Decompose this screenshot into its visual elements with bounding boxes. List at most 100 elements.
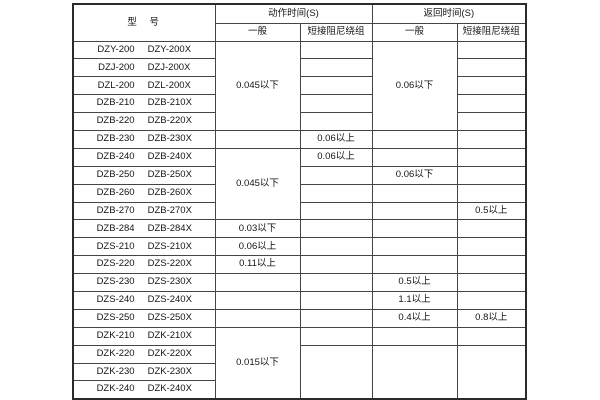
action-damped-cell (299, 308, 373, 328)
return-damped-cell (456, 165, 527, 185)
table-row: DZS-220 DZS-220X 0.11以上 (72, 255, 527, 275)
model-number-x: DZB-284X (147, 222, 192, 234)
table-body: DZY-200 DZY-200X 0.045以下 0.06以下 DZJ-200 DZJ-2… (72, 40, 527, 400)
model-cell: DZJ-200 DZJ-200X (72, 58, 216, 78)
table-row: DZY-200 DZY-200X 0.045以下 0.06以下 (72, 40, 527, 131)
action-general-cell (214, 290, 301, 310)
action-general-cell: 0.06以上 (214, 237, 301, 257)
model-number-x: DZB-230X (147, 133, 192, 145)
model-number-x: DZB-220X (147, 115, 192, 127)
model-number-x: DZB-210X (147, 97, 192, 109)
subheader-action-general: 一般 (214, 22, 301, 42)
model-number: DZK-210 (96, 329, 135, 341)
model-cell: DZK-220 DZK-220X (72, 344, 216, 364)
action-damped-cell (299, 237, 373, 257)
action-general-cell (214, 308, 301, 328)
model-number-x: DZL-200X (147, 79, 191, 91)
table-row: DZB-220 DZB-220X (72, 112, 527, 131)
model-number-x: DZB-260X (147, 186, 192, 198)
model-cell: DZS-250 DZS-250X (72, 308, 216, 328)
return-general-cell (371, 147, 458, 167)
model-number: DZS-240 (96, 294, 135, 306)
model-number-x: DZY-200X (147, 43, 192, 55)
action-general-cell: 0.03以下 (214, 219, 301, 239)
model-number-x: DZS-210X (147, 240, 192, 252)
header-action-time: 动作时间(S) (214, 3, 373, 24)
table-row: DZK-220 DZK-220X (72, 344, 527, 400)
subheader-return-short-damping: 短接阻尼绕组 (456, 22, 527, 42)
model-number-x: DZK-220X (147, 347, 192, 359)
model-number: DZB-260 (96, 186, 135, 198)
return-damped-cell: 0.5以上 (456, 201, 527, 221)
return-damped-cell (456, 326, 527, 346)
action-damped-cell: 0.06以上 (299, 129, 373, 149)
table-row: DZB-270 DZB-270X 0.5以上 (72, 201, 527, 221)
return-damped-cell (456, 147, 527, 167)
subheader-return-general: 一般 (371, 22, 458, 42)
model-number-x: DZS-250X (147, 312, 192, 324)
model-cell: DZB-220 DZB-220X (72, 112, 216, 131)
model-number: DZS-210 (96, 240, 135, 252)
action-damped-cell (299, 40, 373, 60)
model-cell: DZK-240 DZK-240X (72, 380, 216, 400)
return-damped-cell (456, 58, 527, 78)
return-general-cell: 1.1以上 (371, 290, 458, 310)
model-cell: DZK-210 DZK-210X (72, 326, 216, 346)
return-general-cell (371, 326, 458, 346)
return-general-cell (371, 255, 458, 275)
return-damped-cell (456, 183, 527, 203)
return-general-cell (371, 201, 458, 221)
return-damped-cell (456, 273, 527, 292)
model-number-x: DZK-240X (147, 383, 192, 395)
return-damped-cell: 0.8以上 (456, 308, 527, 328)
action-damped-cell (299, 255, 373, 275)
model-number: DZB-240 (96, 151, 135, 163)
model-cell: DZB-250 DZB-250X (72, 165, 216, 185)
table-row: DZB-260 DZB-260X (72, 183, 527, 203)
table-row: DZB-284 DZB-284X 0.03以下 (72, 219, 527, 239)
table-row: DZJ-200 DZJ-200X (72, 58, 527, 78)
action-damped-cell (299, 112, 373, 131)
return-general-cell: 0.4以上 (371, 308, 458, 328)
model-number: DZB-270 (96, 204, 135, 216)
header-return-time: 返回时间(S) (371, 3, 527, 24)
action-damped-cell (299, 290, 373, 310)
return-damped-cell (456, 219, 527, 239)
model-cell: DZY-200 DZY-200X (72, 40, 216, 60)
model-cell: DZK-230 DZK-230X (72, 362, 216, 382)
return-general-cell (371, 129, 458, 149)
model-number: DZB-230 (96, 133, 135, 145)
return-damped-cell (456, 112, 527, 131)
action-damped-cell (299, 76, 373, 96)
return-general-cell: 0.06以下 (371, 40, 458, 131)
return-damped-cell (456, 76, 527, 96)
action-general-cell: 0.045以下 (214, 147, 301, 221)
model-cell: DZB-230 DZB-230X (72, 129, 216, 149)
model-cell: DZB-260 DZB-260X (72, 183, 216, 203)
return-damped-cell (456, 40, 527, 60)
model-number-x: DZS-220X (147, 258, 192, 270)
table-row: DZS-210 DZS-210X 0.06以上 (72, 237, 527, 257)
model-number: DZL-200 (97, 79, 135, 91)
model-number: DZB-210 (96, 97, 135, 109)
action-damped-cell (299, 326, 373, 346)
model-number-x: DZJ-200X (147, 61, 191, 73)
model-number: DZB-220 (96, 115, 135, 127)
table-row: DZB-230 DZB-230X 0.06以上 (72, 129, 527, 149)
model-cell: DZS-210 DZS-210X (72, 237, 216, 257)
action-general-cell (214, 129, 301, 149)
action-damped-cell (299, 219, 373, 239)
return-general-cell (371, 237, 458, 257)
model-cell: DZS-220 DZS-220X (72, 255, 216, 275)
return-general-cell (371, 183, 458, 203)
model-cell: DZB-270 DZB-270X (72, 201, 216, 221)
return-damped-cell (456, 237, 527, 257)
model-number: DZB-250 (96, 168, 135, 180)
action-general-cell: 0.045以下 (214, 40, 301, 131)
model-number-x: DZS-230X (147, 276, 192, 288)
action-damped-cell (299, 183, 373, 203)
action-general-cell: 0.015以下 (214, 326, 301, 400)
return-general-cell (371, 344, 458, 400)
model-cell: DZS-230 DZS-230X (72, 273, 216, 292)
